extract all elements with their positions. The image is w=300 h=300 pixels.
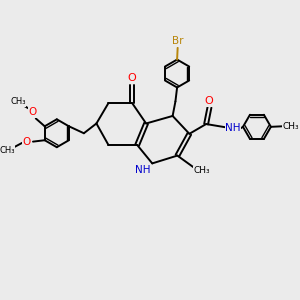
Text: O: O (23, 137, 31, 148)
Text: CH₃: CH₃ (0, 146, 15, 155)
Text: O: O (127, 73, 136, 83)
Text: O: O (29, 107, 37, 117)
Text: O: O (205, 96, 213, 106)
Text: CH₃: CH₃ (282, 122, 299, 131)
Text: CH₃: CH₃ (194, 166, 210, 175)
Text: NH: NH (225, 123, 241, 133)
Text: Br: Br (172, 36, 183, 46)
Text: NH: NH (135, 165, 150, 176)
Text: CH₃: CH₃ (11, 97, 26, 106)
